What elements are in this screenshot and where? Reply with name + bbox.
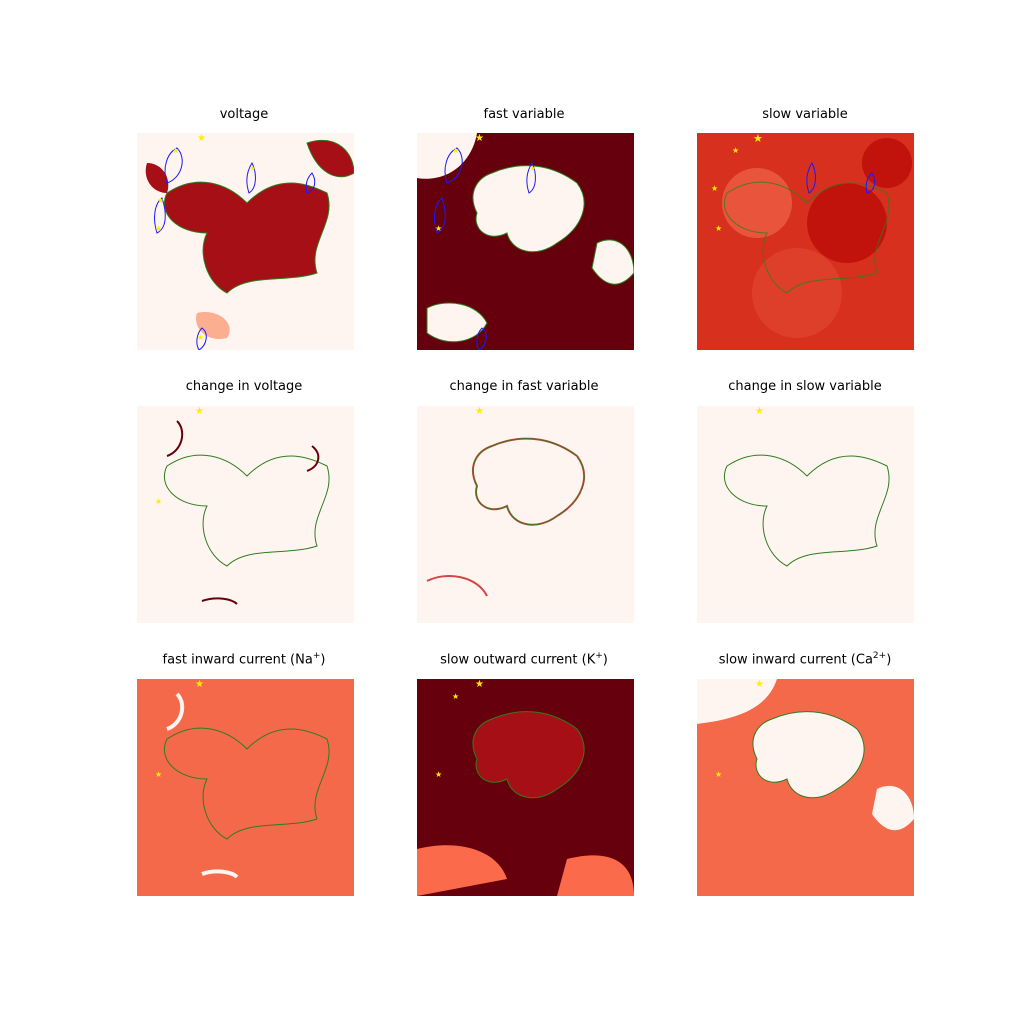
svg-text:★: ★ bbox=[475, 133, 484, 144]
svg-text:★: ★ bbox=[197, 333, 204, 342]
panel-slow: ★ ★ ★ ★ bbox=[697, 133, 914, 350]
panel-title-ca: slow inward current (Ca2+) bbox=[655, 651, 955, 667]
panel-fast: ★ ★ ★ ★ bbox=[417, 133, 634, 350]
svg-text:★: ★ bbox=[155, 497, 162, 506]
title-text: fast variable bbox=[483, 107, 565, 122]
panel-dslow: ★ bbox=[697, 406, 914, 623]
svg-text:★: ★ bbox=[475, 406, 484, 417]
heatmap-slow: ★ ★ ★ ★ bbox=[697, 133, 914, 350]
heatmap-dslow: ★ bbox=[697, 406, 914, 623]
title-text: slow outward current (K bbox=[440, 652, 596, 668]
title-superscript: + bbox=[595, 651, 603, 661]
panel-title-dvoltage: change in voltage bbox=[94, 379, 394, 394]
svg-text:★: ★ bbox=[435, 770, 442, 779]
svg-text:★: ★ bbox=[753, 133, 763, 145]
title-text: change in voltage bbox=[185, 379, 303, 394]
title-text: fast inward current (Na bbox=[162, 652, 313, 668]
svg-text:★: ★ bbox=[711, 184, 718, 193]
svg-text:★: ★ bbox=[197, 133, 206, 144]
svg-text:★: ★ bbox=[249, 164, 256, 173]
heatmap-k: ★ ★ ★ bbox=[417, 679, 634, 896]
svg-text:★: ★ bbox=[732, 146, 739, 155]
panel-na: ★ ★ bbox=[137, 679, 354, 896]
panel-ca: ★ ★ bbox=[697, 679, 914, 896]
title-text: slow inward current (Ca bbox=[718, 652, 873, 668]
svg-text:★: ★ bbox=[755, 679, 764, 690]
panel-dvoltage: ★ ★ bbox=[137, 406, 354, 623]
svg-text:★: ★ bbox=[435, 224, 442, 233]
svg-text:★: ★ bbox=[157, 196, 164, 205]
title-text: voltage bbox=[219, 107, 269, 122]
title-suffix: ) bbox=[320, 652, 326, 668]
panel-title-na: fast inward current (Na+) bbox=[94, 651, 394, 667]
svg-text:★: ★ bbox=[155, 770, 162, 779]
panel-title-voltage: voltage bbox=[94, 107, 394, 122]
heatmap-na: ★★ bbox=[137, 679, 354, 896]
panel-title-dfast: change in fast variable bbox=[374, 379, 674, 394]
title-suffix: ) bbox=[886, 652, 892, 668]
panel-voltage: ★ ★ ★ ★ ★ ★ bbox=[137, 133, 354, 350]
heatmap-ca: ★★ bbox=[697, 679, 914, 896]
title-superscript: + bbox=[312, 651, 321, 661]
heatmap-voltage: ★ ★ ★ ★ ★ ★ bbox=[137, 133, 354, 350]
title-text: change in slow variable bbox=[728, 379, 882, 394]
svg-text:★: ★ bbox=[715, 770, 722, 779]
heatmap-fast: ★ ★ ★ ★ bbox=[417, 133, 634, 350]
panel-title-dslow: change in slow variable bbox=[655, 379, 955, 394]
svg-text:★: ★ bbox=[475, 679, 484, 690]
svg-text:★: ★ bbox=[195, 406, 204, 417]
title-text: slow variable bbox=[762, 107, 848, 122]
svg-text:★: ★ bbox=[755, 406, 764, 417]
panel-k: ★ ★ ★ bbox=[417, 679, 634, 896]
title-text: change in fast variable bbox=[449, 379, 599, 394]
svg-text:★: ★ bbox=[452, 692, 459, 701]
panel-dfast: ★ bbox=[417, 406, 634, 623]
svg-text:★: ★ bbox=[452, 146, 459, 155]
svg-text:★: ★ bbox=[195, 679, 204, 690]
panel-title-fast: fast variable bbox=[374, 107, 674, 122]
svg-text:★: ★ bbox=[155, 224, 162, 233]
svg-text:★: ★ bbox=[715, 224, 722, 233]
panel-title-k: slow outward current (K+) bbox=[374, 651, 674, 667]
panel-title-slow: slow variable bbox=[655, 107, 955, 122]
heatmap-dvoltage: ★★ bbox=[137, 406, 354, 623]
heatmap-dfast: ★ bbox=[417, 406, 634, 623]
title-superscript: 2+ bbox=[872, 651, 887, 661]
svg-text:★: ★ bbox=[172, 146, 179, 155]
svg-text:★: ★ bbox=[529, 164, 536, 173]
title-suffix: ) bbox=[602, 652, 608, 668]
